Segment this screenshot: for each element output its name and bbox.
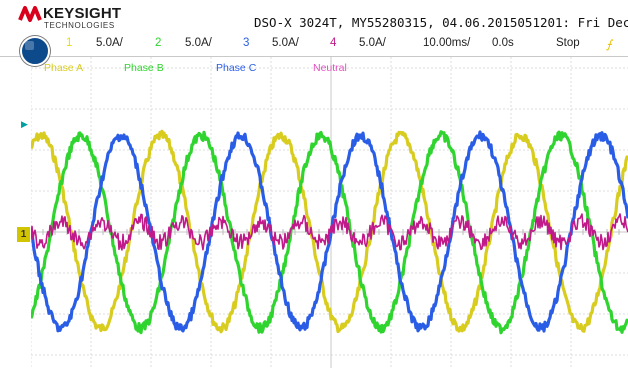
neutral-trace: [31, 213, 628, 251]
legend-phase-b: Phase B: [124, 62, 164, 74]
run-state[interactable]: Stop: [556, 37, 580, 49]
channel-3-number[interactable]: 3: [243, 37, 250, 49]
phase-b-trace: [31, 130, 628, 335]
title-bar: KEYSIGHT TECHNOLOGIES DSO-X 3024T, MY552…: [0, 0, 628, 34]
channel-2-scale[interactable]: 5.0A/: [185, 37, 212, 49]
legend-neutral: Neutral: [313, 62, 347, 74]
graticule: [31, 57, 628, 368]
channel-1-ground-marker[interactable]: 1: [17, 227, 30, 242]
channel-3-scale[interactable]: 5.0A/: [272, 37, 299, 49]
trigger-level-marker-icon[interactable]: ▶: [21, 120, 28, 130]
phase-c-trace: [31, 130, 628, 333]
channel-2-number[interactable]: 2: [155, 37, 162, 49]
brand-name: KEYSIGHT: [43, 5, 122, 22]
legend-phase-a: Phase A: [44, 62, 84, 74]
menu-button[interactable]: [20, 36, 50, 66]
instrument-title: DSO-X 3024T, MY55280315, 04.06.201505120…: [254, 15, 628, 30]
timebase-readout[interactable]: 10.00ms/: [423, 37, 471, 49]
trigger-icon[interactable]: ⨍: [606, 39, 612, 51]
channel-status-bar: [0, 34, 628, 57]
keysight-logo: [18, 6, 42, 22]
legend-phase-c: Phase C: [216, 62, 257, 74]
waveform-display[interactable]: [31, 57, 628, 368]
channel-4-number[interactable]: 4: [330, 37, 337, 49]
channel-1-number[interactable]: 1: [66, 37, 73, 49]
brand-subtitle: TECHNOLOGIES: [44, 21, 115, 30]
waveform-traces: [31, 129, 628, 335]
channel-1-scale[interactable]: 5.0A/: [96, 37, 123, 49]
channel-4-scale[interactable]: 5.0A/: [359, 37, 386, 49]
delay-readout[interactable]: 0.0s: [492, 37, 514, 49]
